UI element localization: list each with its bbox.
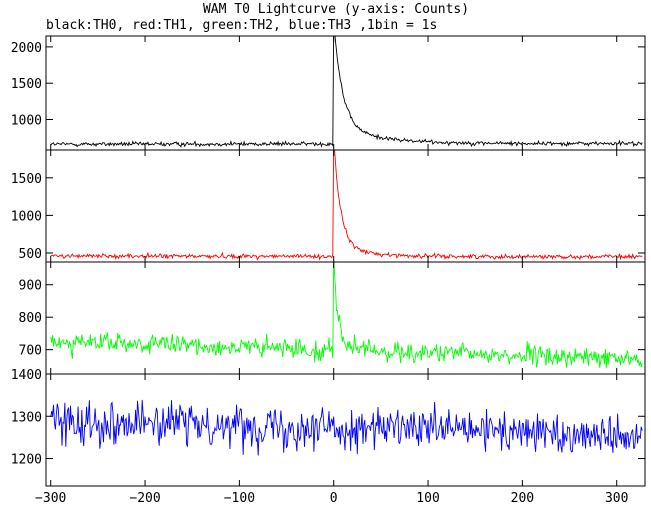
x-tick-label: −100 <box>224 491 255 505</box>
panels-group: 1000150020005001000150070080090012001300… <box>11 35 646 505</box>
panel-frame <box>45 149 646 263</box>
y-tick-label: 1400 <box>11 368 42 383</box>
x-tick-label: 300 <box>605 491 628 505</box>
series-th2-line <box>50 262 643 369</box>
y-tick-label: 1300 <box>11 410 42 425</box>
y-tick-label: 900 <box>19 279 42 294</box>
y-tick-label: 1500 <box>11 77 42 92</box>
y-tick-label: 2000 <box>11 41 42 56</box>
y-tick-label: 1000 <box>11 114 42 129</box>
panel-th3: 1200 1300 1400 <box>11 368 646 487</box>
panel-frame <box>45 35 646 151</box>
panel-th0: 1000 1500 2000 <box>11 35 646 151</box>
y-tick-label: 1200 <box>11 453 42 468</box>
y-tick-label: 1500 <box>11 172 42 187</box>
y-tick-label: 1000 <box>11 209 42 224</box>
series-th0-line <box>50 36 643 148</box>
x-tick-label: −200 <box>129 491 160 505</box>
panel-th2: 700 800 900 <box>19 261 646 375</box>
y-tick-label: 500 <box>19 247 42 262</box>
y-tick-label: 800 <box>19 311 42 326</box>
y-tick-label: 700 <box>19 344 42 359</box>
x-tick-label: 100 <box>416 491 439 505</box>
x-tick-label: 0 <box>330 491 338 505</box>
chart-title: WAM T0 Lightcurve (y-axis: Counts) <box>203 2 469 17</box>
series-th1-line <box>50 150 643 261</box>
panel-frame <box>45 373 646 487</box>
x-tick-label: 200 <box>511 491 534 505</box>
panel-th1: 500 1000 1500 <box>11 149 646 263</box>
x-tick-label: −300 <box>35 491 66 505</box>
chart-subtitle: black:TH0, red:TH1, green:TH2, blue:TH3 … <box>46 18 437 33</box>
series-th3-line <box>50 399 643 456</box>
